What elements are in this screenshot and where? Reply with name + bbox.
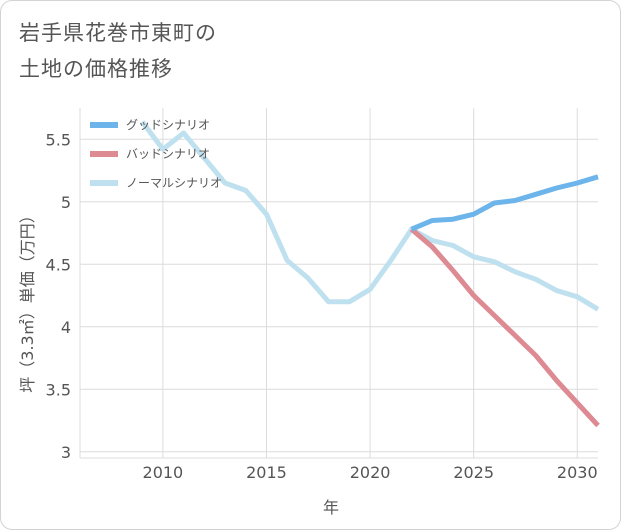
x-tick-label: 2025	[453, 463, 494, 482]
series-lines	[140, 120, 600, 428]
y-tick-label: 5	[61, 193, 71, 212]
y-axis-ticks: 3 3.5 4 4.5 5 5.5	[46, 130, 71, 462]
series-line-bad	[409, 227, 600, 428]
chart-title-line-1: 岩手県花巻市東町の	[19, 21, 217, 45]
legend-label-good: グッドシナリオ	[126, 118, 210, 132]
legend-label-bad: バッドシナリオ	[126, 147, 210, 161]
x-tick-label: 2010	[143, 463, 184, 482]
chart-title: 岩手県花巻市東町の 土地の価格推移	[19, 15, 217, 87]
legend: グッドシナリオ バッドシナリオ ノーマルシナリオ	[90, 118, 222, 190]
x-tick-label: 2030	[557, 463, 598, 482]
series-line-good	[410, 174, 599, 232]
y-axis-label: 坪（3.3㎡）単価（万円）	[18, 207, 37, 392]
y-tick-label: 4	[61, 318, 71, 337]
y-tick-label: 4.5	[46, 255, 71, 274]
x-tick-label: 2015	[246, 463, 287, 482]
chart-title-line-2: 土地の価格推移	[19, 57, 173, 81]
y-tick-label: 3.5	[46, 380, 71, 399]
x-axis-ticks: 2010 2015 2020 2025 2030	[143, 463, 598, 482]
series-line-normal	[140, 120, 600, 312]
grid-lines	[79, 108, 598, 459]
legend-label-normal: ノーマルシナリオ	[126, 176, 222, 190]
y-tick-label: 5.5	[46, 130, 71, 149]
x-tick-label: 2020	[350, 463, 391, 482]
x-axis-label: 年	[323, 498, 339, 517]
y-tick-label: 3	[61, 443, 71, 462]
